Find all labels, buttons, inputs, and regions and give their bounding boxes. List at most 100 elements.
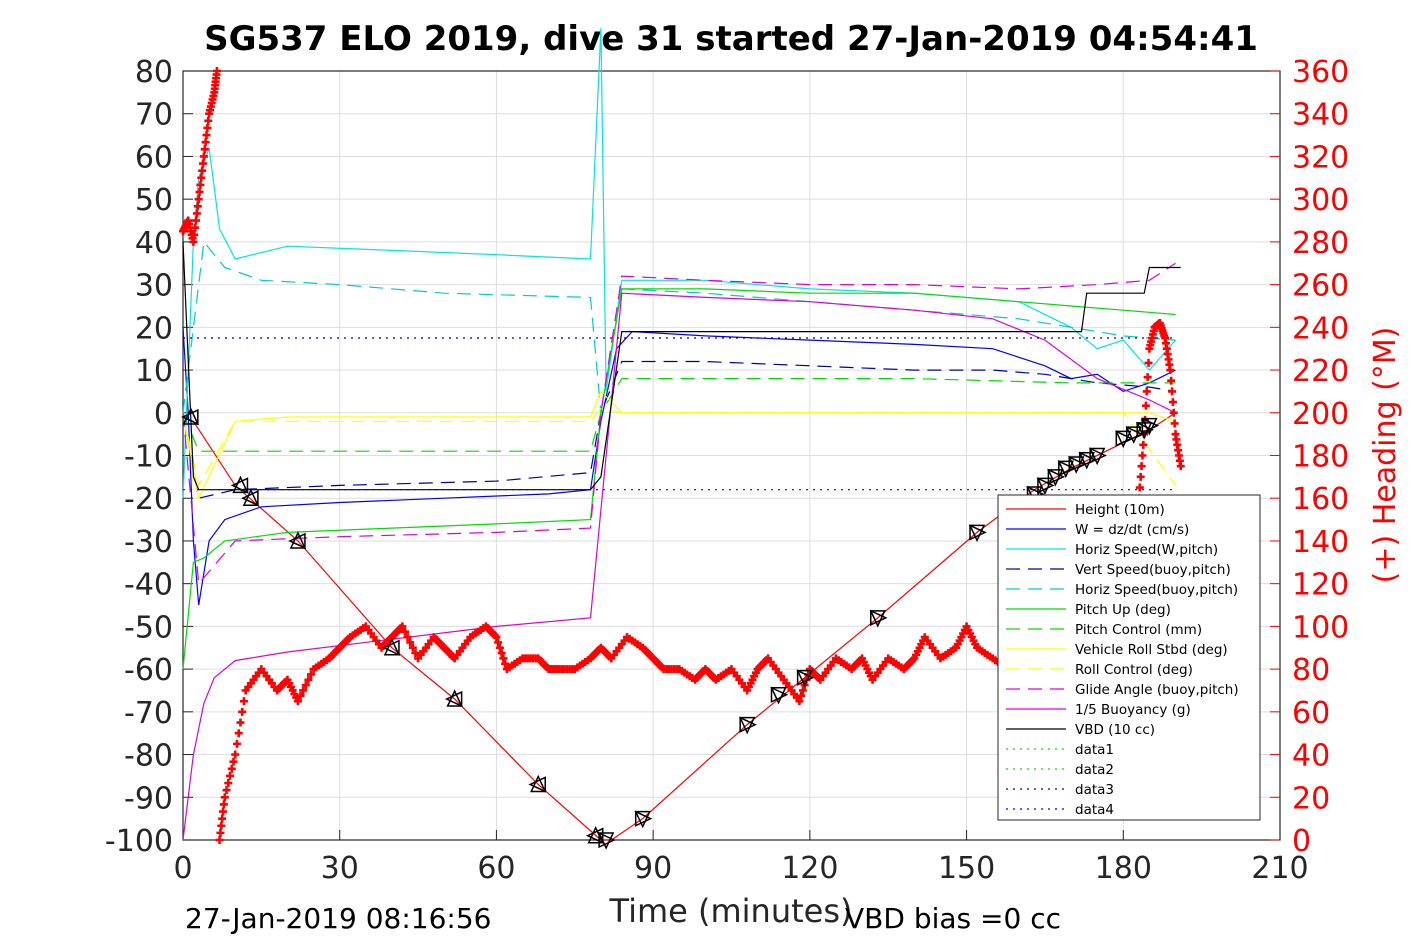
right-tick-label-16: 320 bbox=[1292, 140, 1349, 175]
climb-marker-b-12 bbox=[1078, 451, 1097, 468]
dive-marker-b-5 bbox=[444, 690, 463, 708]
dive-marker-b-0 bbox=[181, 408, 199, 426]
right-tick-label-13: 260 bbox=[1292, 269, 1349, 304]
legend-label-5: Pitch Up (deg) bbox=[1075, 602, 1171, 618]
legend-label-9: Glide Angle (buoy,pitch) bbox=[1075, 682, 1239, 698]
heading-fill-8-5 bbox=[219, 800, 228, 809]
heading-fill-30-1 bbox=[494, 638, 503, 647]
dive-marker-b-6 bbox=[528, 776, 546, 793]
heading-fill-3-2 bbox=[196, 180, 205, 189]
footer-vbd-bias: VBD bias =0 cc bbox=[845, 902, 1061, 935]
x-tick-label-2: 60 bbox=[477, 851, 515, 886]
right-tick-label-6: 120 bbox=[1292, 568, 1349, 603]
left-tick-label-10: 0 bbox=[154, 397, 173, 432]
heading-fill-30-4 bbox=[499, 654, 508, 663]
heading-fill-2-4 bbox=[192, 209, 201, 218]
x-tick-label-6: 180 bbox=[1095, 851, 1152, 886]
heading-fill-23-5 bbox=[411, 649, 420, 658]
series-line-9 bbox=[182, 262, 1176, 586]
x-tick-label-7: 210 bbox=[1251, 851, 1308, 886]
heading-fill-2-2 bbox=[191, 223, 200, 232]
heading-point-4 bbox=[199, 152, 208, 161]
dive-marker-3 bbox=[289, 531, 307, 549]
heading-fill-2-1 bbox=[190, 230, 199, 239]
x-tick-label-4: 120 bbox=[781, 851, 838, 886]
heading-late-point-8 bbox=[1176, 462, 1185, 471]
climb-marker-5 bbox=[869, 610, 886, 628]
legend-label-6: Pitch Control (mm) bbox=[1075, 622, 1202, 638]
heading-fill-30-3 bbox=[497, 649, 506, 658]
climb-marker-7 bbox=[1026, 486, 1043, 504]
heading-fill-9-2 bbox=[224, 779, 233, 788]
heading-fill-3-3 bbox=[197, 173, 206, 182]
climb-marker-0 bbox=[597, 832, 615, 850]
heading-late-fill-0-3 bbox=[1137, 462, 1146, 471]
series-line-10 bbox=[182, 292, 1176, 841]
left-tick-label-1: -90 bbox=[124, 781, 173, 816]
climb-marker-b-8 bbox=[1037, 477, 1055, 494]
right-tick-label-2: 40 bbox=[1292, 739, 1330, 774]
heading-point-9 bbox=[220, 793, 229, 802]
right-tick-label-18: 360 bbox=[1292, 55, 1349, 90]
heading-late-fill-1-2 bbox=[1141, 401, 1150, 410]
left-tick-label-17: 70 bbox=[135, 98, 173, 133]
left-tick-label-13: 30 bbox=[135, 269, 173, 304]
heading-fill-8-4 bbox=[219, 807, 228, 816]
series-line-2 bbox=[182, 28, 1176, 499]
climb-marker-b-5 bbox=[870, 609, 888, 627]
right-tick-label-3: 60 bbox=[1292, 696, 1330, 731]
climb-marker-b-3 bbox=[770, 686, 789, 703]
heading-fill-4-3 bbox=[202, 131, 211, 140]
heading-fill-10-5 bbox=[239, 697, 248, 706]
right-tick-label-1: 20 bbox=[1292, 781, 1330, 816]
left-tick-label-2: -80 bbox=[124, 739, 173, 774]
right-tick-label-8: 160 bbox=[1292, 482, 1349, 517]
series-line-1 bbox=[182, 327, 1176, 606]
dive-marker-b-3 bbox=[288, 532, 306, 550]
heading-fill-4-5 bbox=[204, 116, 213, 125]
heading-late-fill-6-2 bbox=[1168, 387, 1177, 396]
heading-late-point-6 bbox=[1166, 366, 1175, 375]
heading-fill-4-4 bbox=[203, 123, 212, 132]
climb-marker-9 bbox=[1047, 469, 1064, 487]
legend-label-10: 1/5 Buoyancy (g) bbox=[1075, 702, 1191, 718]
heading-fill-2-3 bbox=[192, 216, 201, 225]
dive-marker-0 bbox=[182, 407, 200, 425]
heading-late-fill-0-2 bbox=[1136, 472, 1145, 481]
right-tick-label-17: 340 bbox=[1292, 98, 1349, 133]
heading-fill-15-4 bbox=[304, 675, 313, 684]
heading-fill-15-1 bbox=[296, 691, 305, 700]
heading-fill-9-4 bbox=[227, 764, 236, 773]
heading-point-10 bbox=[231, 750, 240, 759]
legend-label-4: Horiz Speed(buoy,pitch) bbox=[1075, 582, 1238, 598]
climb-marker-2 bbox=[738, 716, 756, 735]
legend-label-0: Height (10m) bbox=[1075, 502, 1165, 518]
heading-fill-9-1 bbox=[222, 786, 231, 795]
heading-fill-23-2 bbox=[403, 633, 412, 642]
dive-marker-b-2 bbox=[241, 490, 259, 507]
heading-point-15 bbox=[293, 697, 302, 706]
heading-fill-15-2 bbox=[299, 686, 308, 695]
left-tick-label-6: -40 bbox=[124, 568, 173, 603]
heading-late-fill-6-1 bbox=[1167, 376, 1176, 385]
heading-late-fill-0-4 bbox=[1138, 451, 1147, 460]
left-tick-label-4: -60 bbox=[124, 653, 173, 688]
climb-marker-b-4 bbox=[796, 669, 815, 686]
heading-fill-53-1 bbox=[797, 691, 806, 700]
left-tick-label-5: -50 bbox=[124, 610, 173, 645]
climb-marker-b-1 bbox=[634, 810, 653, 827]
right-tick-label-7: 140 bbox=[1292, 525, 1349, 560]
heading-layer bbox=[179, 67, 1185, 844]
right-tick-label-4: 80 bbox=[1292, 653, 1330, 688]
climb-marker-3 bbox=[770, 686, 787, 705]
heading-late-fill-1-4 bbox=[1143, 373, 1152, 382]
heading-late-fill-1-5 bbox=[1144, 358, 1153, 367]
right-tick-label-14: 280 bbox=[1292, 226, 1349, 261]
left-axis: -100-90-80-70-60-50-40-30-20-10010203040… bbox=[105, 55, 193, 859]
left-tick-label-9: -10 bbox=[124, 440, 173, 475]
dive-marker-4 bbox=[383, 637, 401, 656]
series-line-6 bbox=[182, 378, 1176, 452]
dive-marker-1 bbox=[232, 475, 249, 494]
climb-marker-b-11 bbox=[1068, 455, 1087, 473]
heading-fill-3-1 bbox=[195, 188, 204, 197]
